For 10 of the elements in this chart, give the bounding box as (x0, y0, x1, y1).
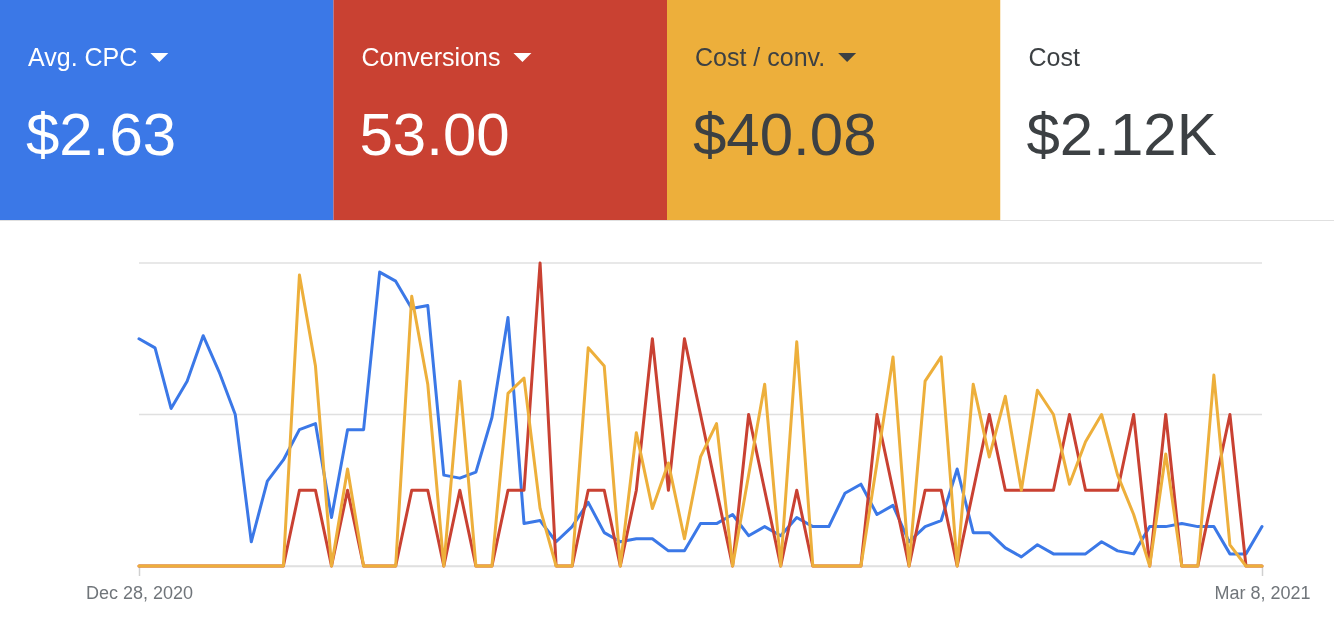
category-label: Cost / conv. (695, 43, 826, 71)
x-tick-label: Dec 28, 2020 (85, 582, 194, 603)
category-label: Conversions (361, 43, 501, 71)
text: $2.63 (26, 101, 177, 168)
text: $40.08 (693, 101, 877, 168)
category-label: Cost (1028, 43, 1080, 71)
text: $2.12K (1026, 101, 1217, 168)
x-tick-label: Mar 8, 2021 (1214, 582, 1311, 603)
category-label: Avg. CPC (28, 43, 138, 71)
text: 53.00 (359, 101, 510, 168)
